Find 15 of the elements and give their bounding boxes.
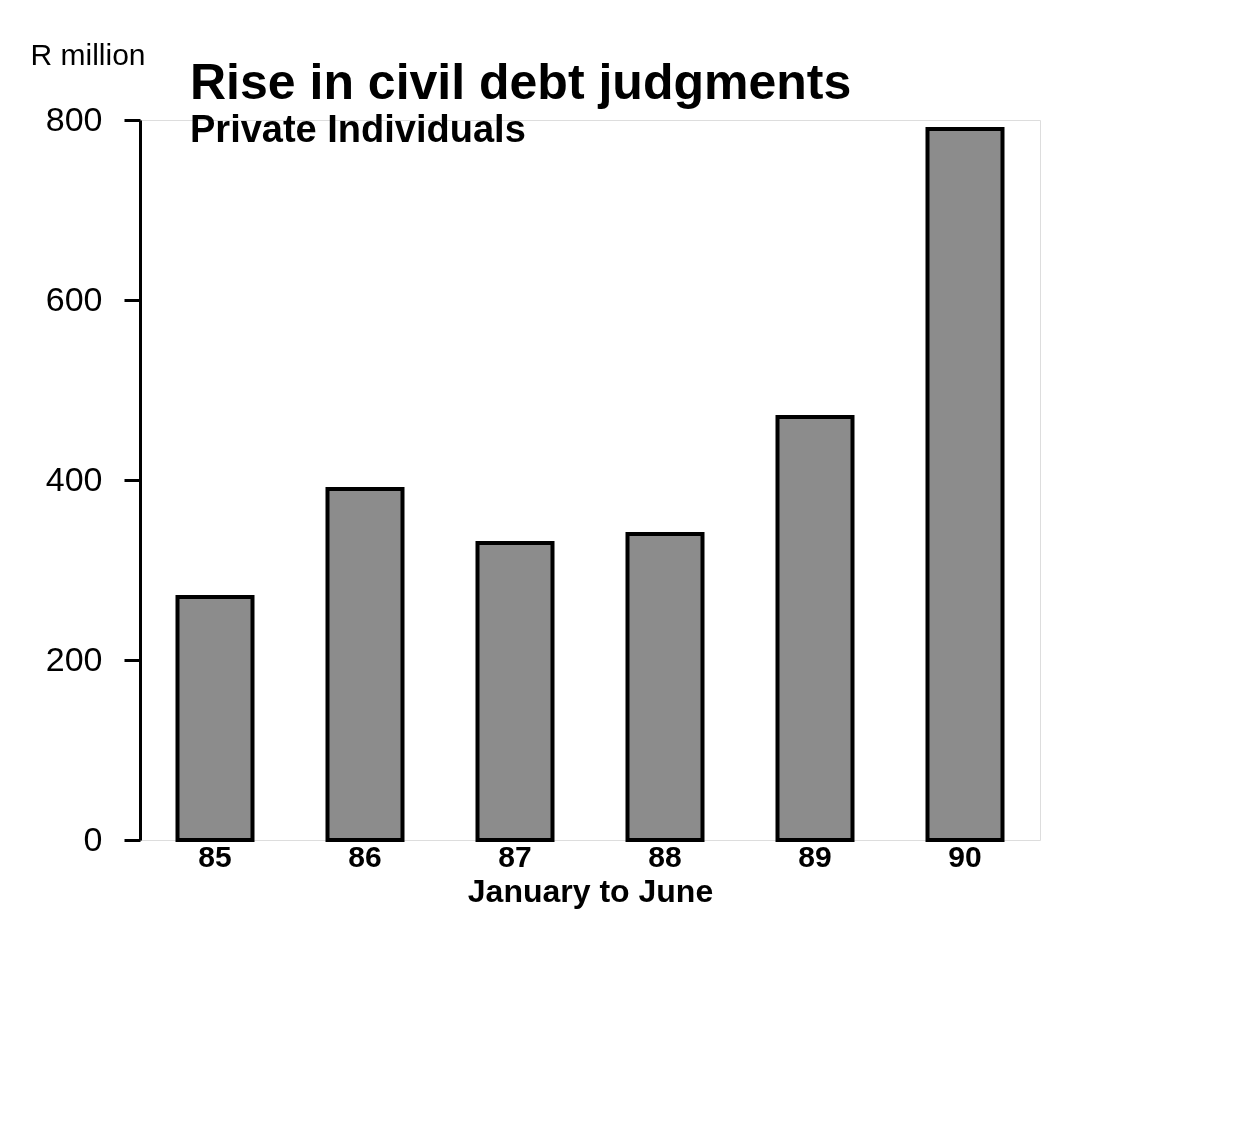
y-tick-label: 0	[83, 819, 103, 858]
chart-subtitle: Private Individuals	[190, 108, 526, 150]
y-tick-label: 600	[45, 279, 103, 318]
x-tick-label: 90	[948, 839, 982, 873]
y-tick-label: 200	[45, 639, 103, 678]
y-tick-label: 800	[45, 99, 103, 138]
x-tick-label: 89	[798, 839, 832, 873]
x-tick-label: 85	[198, 839, 232, 873]
x-tick-label: 86	[348, 839, 382, 873]
y-axis-title: R million	[30, 37, 146, 71]
y-tick-label: 400	[45, 459, 103, 498]
x-tick-label: 87	[498, 839, 532, 873]
x-tick-label: 88	[648, 839, 682, 873]
x-axis-title: January to June	[467, 872, 714, 909]
chart-title: Rise in civil debt judgments	[190, 54, 852, 110]
